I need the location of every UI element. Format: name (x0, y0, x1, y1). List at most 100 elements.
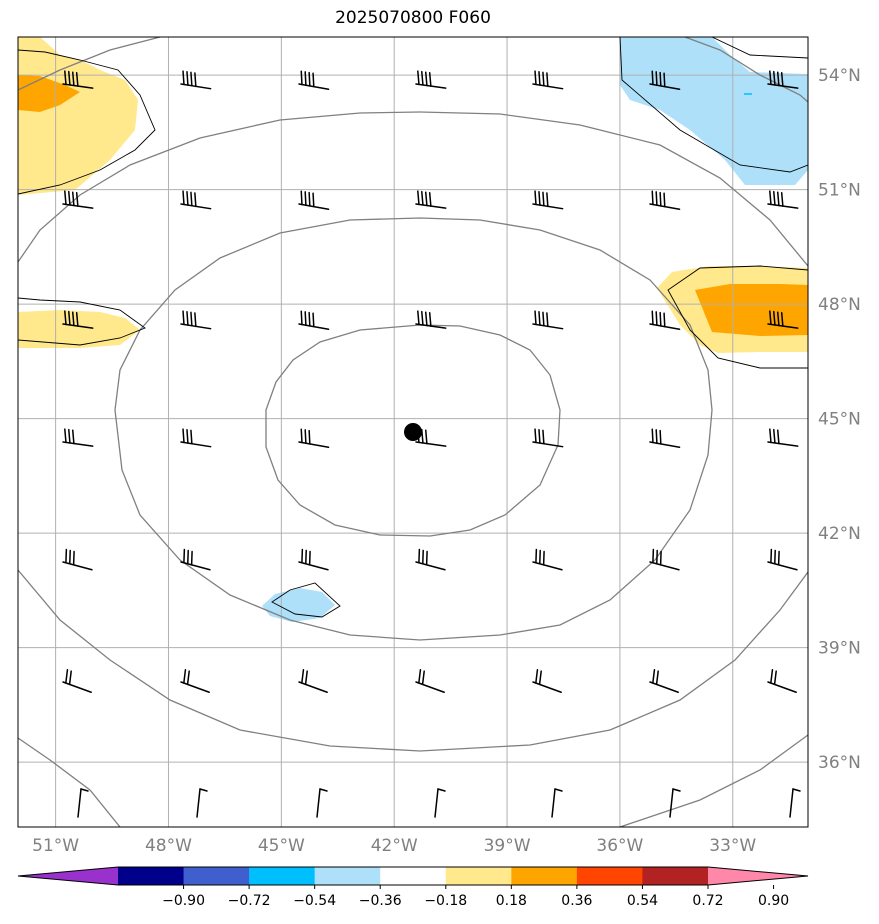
wind-barb (415, 190, 447, 209)
colorbar-segment (380, 867, 447, 885)
wind-barb (789, 788, 801, 818)
colorbar-tick-label: −0.90 (162, 893, 205, 909)
longitude-label: 45°W (258, 836, 305, 856)
wind-barb (767, 428, 799, 447)
wind-barb (532, 70, 564, 90)
graticule (18, 37, 808, 827)
wind-barb (62, 669, 92, 694)
wind-barb (62, 548, 93, 571)
wind-barb (767, 70, 799, 89)
wind-barb (767, 190, 799, 209)
latitude-label: 48°N (818, 295, 861, 315)
shaded-anomaly-fields (18, 37, 808, 622)
isoline-outer-ne (684, 37, 808, 103)
wind-barb (180, 669, 210, 694)
isoline-third-south (18, 569, 808, 752)
longitude-label: 42°W (371, 836, 418, 856)
wind-barb (649, 428, 681, 448)
colorbar-tick-label: 0.18 (496, 893, 527, 909)
wind-barb (532, 428, 564, 448)
wind-barb (532, 669, 562, 694)
longitude-label: 48°W (145, 836, 192, 856)
wind-barb (532, 190, 564, 210)
isolines (18, 37, 808, 827)
latitude-label: 42°N (818, 524, 861, 544)
colorbar-extend-low (18, 867, 118, 885)
wind-barb (180, 70, 212, 90)
wind-barb (415, 310, 447, 329)
wind-barb (532, 548, 563, 571)
wind-barb (77, 788, 89, 818)
wind-barb (62, 310, 94, 329)
plot-frame (17, 36, 809, 828)
colorbar-tick-label: 0.90 (758, 893, 789, 909)
positive-anomaly-patch-nw (18, 37, 138, 195)
wind-barb (551, 788, 563, 818)
wind-barb (415, 669, 445, 694)
wind-barb (298, 70, 330, 90)
wind-barb (62, 190, 94, 209)
wind-barb (767, 669, 797, 694)
wind-barb (415, 548, 446, 571)
colorbar-segment (576, 867, 643, 885)
storm-center-marker (404, 423, 422, 441)
colorbar-segment (183, 867, 250, 885)
colorbar-segment (249, 867, 316, 885)
longitude-label: 51°W (32, 836, 79, 856)
wind-barb (767, 548, 798, 571)
colorbar-tick-label: −0.36 (359, 893, 402, 909)
latitude-label: 45°N (818, 410, 861, 430)
longitude-label: 33°W (709, 836, 756, 856)
colorbar-extend-high (708, 867, 808, 885)
wind-barb (62, 428, 94, 447)
wind-barbs (62, 70, 801, 818)
wind-barb (62, 70, 94, 89)
colorbar-segment (511, 867, 578, 885)
strong-anomaly-patch-e (695, 284, 808, 336)
isoline-outer-north (18, 37, 161, 91)
wind-barb (649, 548, 680, 571)
wind-barb (298, 310, 330, 330)
colorbar-segment (314, 867, 381, 885)
wind-barb (298, 669, 328, 694)
wind-barb (298, 428, 330, 448)
wind-barb (649, 190, 681, 210)
wind-barb (316, 788, 328, 818)
anomaly-contours (18, 37, 808, 618)
colorbar-tick-label: −0.18 (424, 893, 467, 909)
colorbar-tick-label: −0.72 (228, 893, 271, 909)
wind-barb (180, 310, 212, 330)
wind-barb (669, 788, 681, 818)
colorbar (17, 866, 809, 889)
isoline-outer-south (18, 737, 121, 827)
colorbar-segment (118, 867, 185, 885)
latitude-labels: 54°N 51°N 48°N 45°N 42°N 39°N 36°N (818, 66, 861, 773)
longitude-label: 39°W (484, 836, 531, 856)
map-title: 2025070800 F060 (335, 8, 491, 28)
wind-barb (767, 310, 799, 329)
strong-anomaly-patch-nw (18, 75, 80, 112)
wind-barb (180, 190, 212, 210)
latitude-label: 54°N (818, 66, 861, 86)
negative-anomaly-patch-ne (620, 37, 808, 185)
wind-barb (298, 190, 330, 210)
isoline-outer-se (619, 734, 808, 827)
wind-barb (298, 548, 329, 571)
colorbar-segment (445, 867, 512, 885)
wind-barb (180, 548, 211, 571)
colorbar-segment (642, 867, 709, 885)
longitude-labels: 51°W 48°W 45°W 42°W 39°W 36°W 33°W (32, 836, 756, 856)
colorbar-tick-label: 0.54 (627, 893, 658, 909)
wind-barb (196, 788, 208, 818)
colorbar-tick-label: 0.72 (692, 893, 723, 909)
wind-barb (649, 669, 679, 694)
wind-barb (180, 428, 212, 448)
latitude-label: 51°N (818, 181, 861, 201)
isoline-third (419, 111, 808, 267)
colorbar-labels: −0.90 −0.72 −0.54 −0.36 −0.18 0.18 0.36 0.54 0.7… (162, 893, 789, 909)
wind-barb (649, 310, 681, 330)
latitude-label: 39°N (818, 639, 861, 659)
wind-barb (532, 310, 564, 330)
colorbar-tick-label: −0.54 (293, 893, 336, 909)
